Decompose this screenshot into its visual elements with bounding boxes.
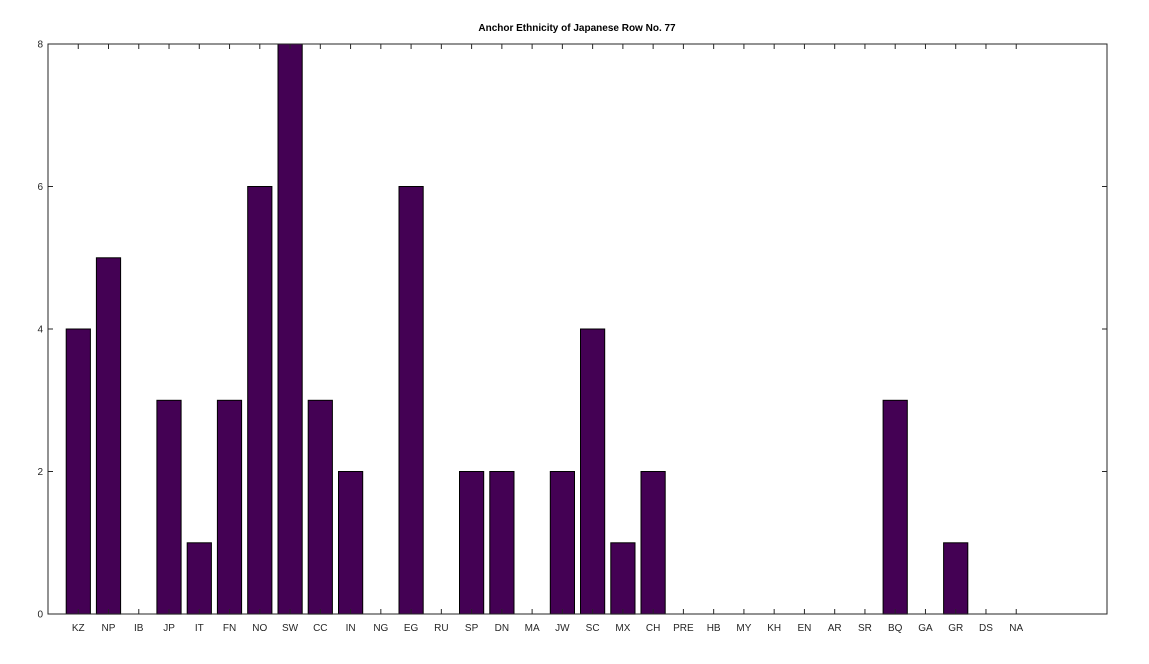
bar-gr (943, 542, 969, 615)
x-tick-label-ma: MA (525, 623, 540, 634)
x-tick-label-it: IT (195, 623, 204, 634)
bar-dn (489, 471, 515, 615)
x-tick-label-pre: PRE (673, 623, 694, 634)
bar-eg (398, 186, 424, 615)
x-axis-ticks: KZ NP IB JP IT FN NO SW CC IN NG EG RU SP DN MA JW SC MX CH… (72, 44, 1023, 634)
x-tick-label-my: MY (736, 623, 751, 634)
x-tick-label-mx: MX (615, 623, 630, 634)
bar-sp (459, 471, 485, 615)
y-tick-label: 2 (37, 467, 43, 478)
x-tick-label-np: NP (102, 623, 116, 634)
x-tick-label-bq: BQ (888, 623, 903, 634)
y-tick-label: 6 (37, 182, 43, 193)
x-tick-label-sp: SP (465, 623, 479, 634)
bar-kz (65, 328, 91, 615)
bar-fn (216, 399, 243, 615)
x-tick-label-fn: FN (223, 623, 236, 634)
x-tick-label-ng: NG (373, 623, 388, 634)
x-tick-label-ru: RU (434, 623, 448, 634)
x-tick-label-eg: EG (404, 623, 419, 634)
bar-it (186, 542, 212, 615)
bar-np (95, 257, 122, 615)
x-tick-label-sw: SW (282, 623, 299, 634)
bar-sc (580, 328, 606, 615)
x-tick-label-ar: AR (828, 623, 842, 634)
bar-bq (882, 399, 908, 615)
bar-in (338, 471, 364, 615)
bar-jp (156, 399, 182, 615)
x-tick-label-ib: IB (134, 623, 144, 634)
x-tick-label-dn: DN (495, 623, 509, 634)
axes-group (47, 43, 1108, 615)
y-axis-ticks: 0 2 4 6 8 (37, 40, 1107, 621)
y-tick-label: 0 (37, 610, 43, 621)
x-tick-label-jp: JP (163, 623, 175, 634)
bar-jw (549, 471, 575, 615)
bar-mx (610, 542, 636, 615)
x-tick-label-gr: GR (948, 623, 963, 634)
x-tick-label-sc: SC (586, 623, 600, 634)
x-tick-label-sr: SR (858, 623, 872, 634)
x-tick-label-hb: HB (707, 623, 721, 634)
bar-no (247, 186, 273, 615)
x-tick-label-ga: GA (918, 623, 933, 634)
x-tick-label-in: IN (346, 623, 356, 634)
bars-group (65, 43, 969, 615)
bar-ch (640, 471, 666, 615)
y-tick-label: 8 (37, 40, 43, 51)
bar-cc (307, 399, 333, 615)
chart-title: Anchor Ethnicity of Japanese Row No. 77 (478, 23, 676, 34)
y-tick-label: 4 (37, 325, 43, 336)
x-tick-label-kh: KH (767, 623, 781, 634)
bar-sw (277, 43, 303, 615)
x-tick-label-jw: JW (555, 623, 570, 634)
x-tick-label-ds: DS (979, 623, 993, 634)
x-tick-label-kz: KZ (72, 623, 85, 634)
x-tick-label-no: NO (252, 623, 267, 634)
x-tick-label-na: NA (1009, 623, 1023, 634)
x-tick-label-ch: CH (646, 623, 660, 634)
x-tick-label-en: EN (797, 623, 811, 634)
x-tick-label-cc: CC (313, 623, 327, 634)
plot-frame (47, 43, 1108, 615)
